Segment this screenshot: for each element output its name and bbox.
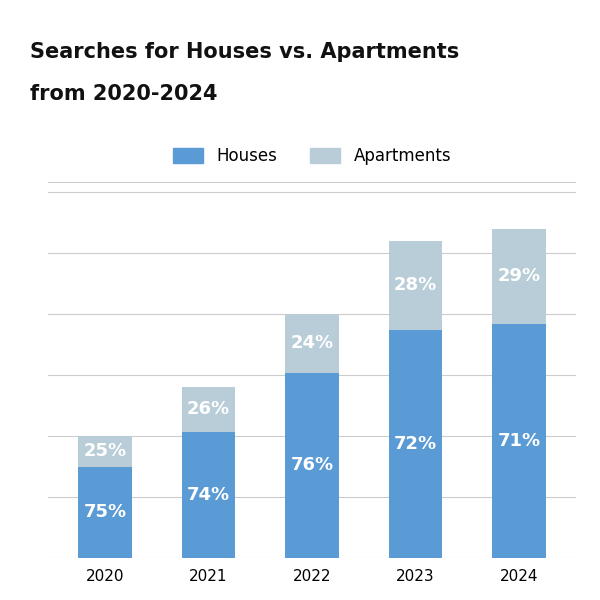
Bar — [389, 241, 442, 329]
Bar — [492, 324, 546, 558]
Bar — [182, 387, 235, 431]
Bar — [285, 314, 339, 373]
Text: 74%: 74% — [187, 486, 230, 504]
Text: 28%: 28% — [394, 276, 437, 294]
Text: 25%: 25% — [83, 442, 127, 460]
Bar — [492, 229, 546, 324]
Bar — [285, 373, 339, 558]
Text: 29%: 29% — [497, 268, 541, 286]
Bar — [182, 431, 235, 558]
Text: 72%: 72% — [394, 435, 437, 453]
Bar — [78, 467, 132, 558]
Text: 26%: 26% — [187, 400, 230, 418]
Legend: Houses, Apartments: Houses, Apartments — [164, 139, 460, 173]
Bar — [78, 436, 132, 467]
Text: 24%: 24% — [290, 334, 334, 352]
Text: from 2020-2024: from 2020-2024 — [30, 84, 218, 104]
Text: 75%: 75% — [83, 503, 127, 521]
Text: Searches for Houses vs. Apartments: Searches for Houses vs. Apartments — [30, 42, 459, 62]
Bar — [389, 329, 442, 558]
Text: 76%: 76% — [290, 457, 334, 475]
Text: 71%: 71% — [497, 432, 541, 450]
